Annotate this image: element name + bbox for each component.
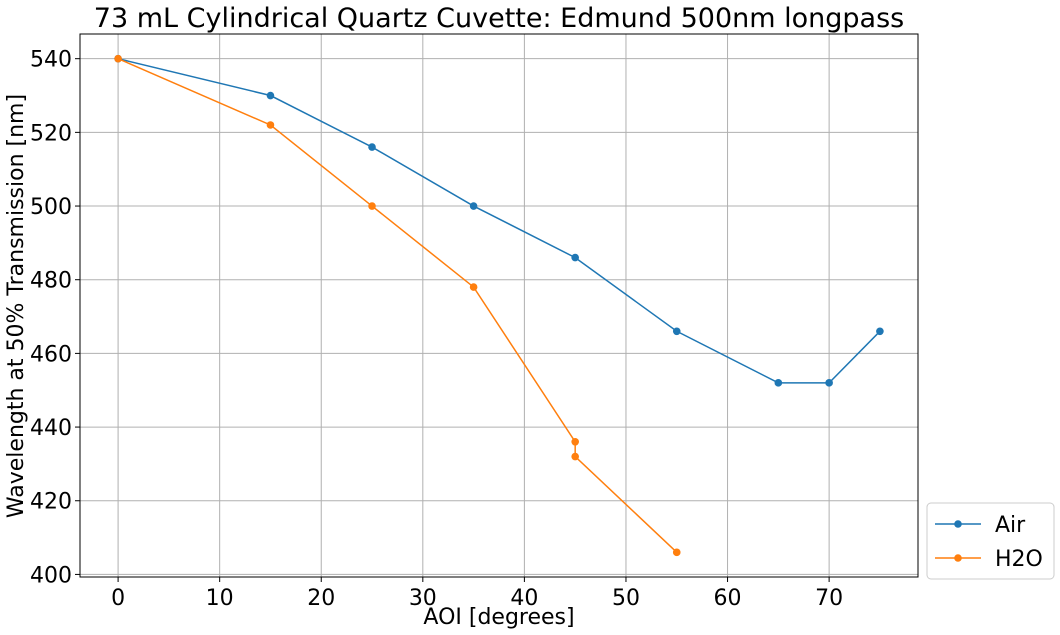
data-point-h2o [114, 54, 122, 63]
grid [80, 34, 918, 577]
series-air [114, 54, 884, 387]
x-axis-label: AOI [degrees] [423, 605, 574, 630]
data-point-air [876, 327, 884, 336]
legend: Air H2O [926, 502, 1055, 580]
data-point-h2o [672, 548, 681, 557]
y-tick-label: 500 [30, 195, 72, 220]
x-tick-label: 30 [409, 586, 437, 611]
x-tick-label: 20 [307, 586, 335, 611]
y-axis-label: Wavelength at 50% Transmission [nm] [4, 94, 29, 518]
y-tick-label: 540 [30, 48, 72, 73]
data-point-air [571, 253, 579, 262]
data-point-air [774, 379, 783, 387]
y-tick-label: 520 [30, 121, 72, 146]
data-point-air [368, 143, 376, 151]
data-point-air [672, 327, 681, 336]
data-point-h2o [368, 202, 376, 210]
x-tick-label: 50 [612, 586, 640, 611]
x-tick-label: 60 [714, 586, 742, 611]
data-point-air [266, 91, 275, 100]
x-tick-label: 0 [111, 586, 125, 611]
data-point-air [825, 379, 833, 387]
x-tick-label: 40 [510, 586, 538, 611]
x-tick-label: 70 [815, 586, 843, 611]
y-tick-label: 460 [30, 342, 72, 367]
chart-title: 73 mL Cylindrical Quartz Cuvette: Edmund… [94, 3, 904, 34]
legend-label-h2o: H2O [995, 547, 1043, 572]
data-point-h2o [266, 121, 275, 129]
series-line-air [117, 57, 881, 384]
data-point-h2o [571, 452, 579, 461]
series-h2o [114, 54, 681, 557]
data-point-air [469, 202, 478, 210]
y-tick-label: 420 [30, 490, 72, 515]
axis-ticks: 0 10 20 30 40 50 60 70 400 420 440 460 480 500 520 540 [30, 48, 843, 611]
legend-marker-air [954, 520, 962, 528]
legend-label-air: Air [995, 513, 1026, 538]
y-tick-label: 480 [30, 269, 72, 294]
data-point-h2o [469, 283, 478, 291]
data-point-h2o [571, 438, 579, 446]
legend-marker-h2o [954, 554, 962, 562]
x-tick-label: 10 [206, 586, 234, 611]
series-layer [114, 54, 884, 557]
plot-frame [79, 33, 919, 578]
y-tick-label: 440 [30, 416, 72, 441]
y-tick-label: 400 [30, 563, 72, 588]
